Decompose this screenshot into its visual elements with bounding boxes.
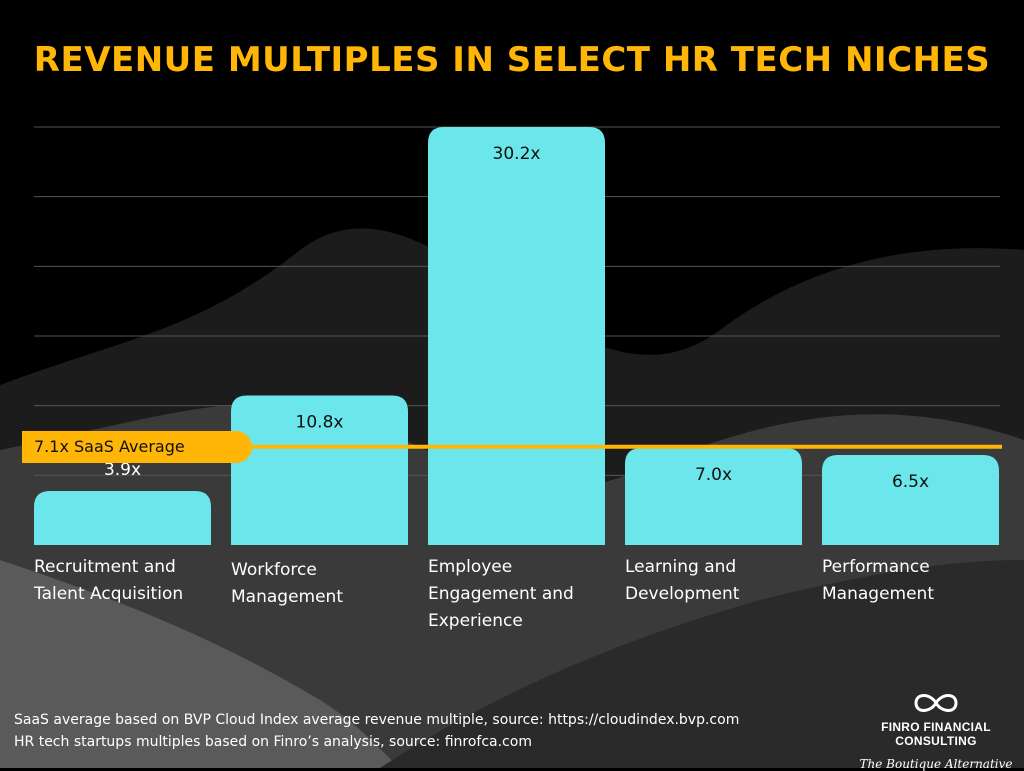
bar-0 (34, 491, 211, 545)
category-label-2: Employee Engagement and Experience (428, 554, 618, 635)
category-label-line: Experience (428, 611, 523, 631)
category-label-line: Engagement and (428, 584, 574, 604)
brand-name: FINRO FINANCIAL CONSULTING (881, 720, 991, 748)
data-label-3: 7.0x (695, 465, 732, 485)
infinity-icon (914, 694, 958, 712)
data-label-1: 10.8x (296, 413, 344, 433)
brand-block: FINRO FINANCIAL CONSULTING The Boutique … (848, 690, 1024, 771)
data-label-2: 30.2x (493, 144, 541, 164)
category-label-line: Performance (822, 557, 930, 577)
category-label-0: Recruitment and Talent Acquisition (34, 554, 224, 608)
saas-average-label: 7.1x SaaS Average (22, 430, 252, 463)
bars (34, 127, 999, 545)
category-label-line: Development (625, 584, 740, 604)
category-label-4: Performance Management (822, 554, 1012, 608)
category-label-line: Recruitment and (34, 557, 176, 577)
category-label-3: Learning and Development (625, 554, 815, 608)
footer-line-1: SaaS average based on BVP Cloud Index av… (14, 712, 740, 728)
bar-4 (822, 455, 999, 545)
category-label-line: Management (231, 587, 343, 607)
footer-notes: SaaS average based on BVP Cloud Index av… (14, 709, 739, 753)
category-label-1: Workforce Management (231, 557, 421, 611)
footer-line-2: HR tech startups multiples based on Finr… (14, 734, 532, 750)
brand-tagline: The Boutique Alternative (859, 757, 1013, 771)
category-label-line: Workforce (231, 560, 317, 580)
bar-3 (625, 448, 802, 545)
data-labels: 3.9x 10.8x 30.2x 7.0x 6.5x (104, 144, 929, 492)
bar-2 (428, 127, 605, 545)
bar-1 (231, 395, 408, 545)
data-label-4: 6.5x (892, 472, 929, 492)
category-label-line: Learning and (625, 557, 737, 577)
category-label-line: Talent Acquisition (34, 584, 184, 604)
chart-title: REVENUE MULTIPLES IN SELECT HR TECH NICH… (33, 40, 991, 80)
category-label-line: Employee (428, 557, 513, 577)
category-label-line: Management (822, 584, 934, 604)
data-label-0: 3.9x (104, 460, 141, 480)
